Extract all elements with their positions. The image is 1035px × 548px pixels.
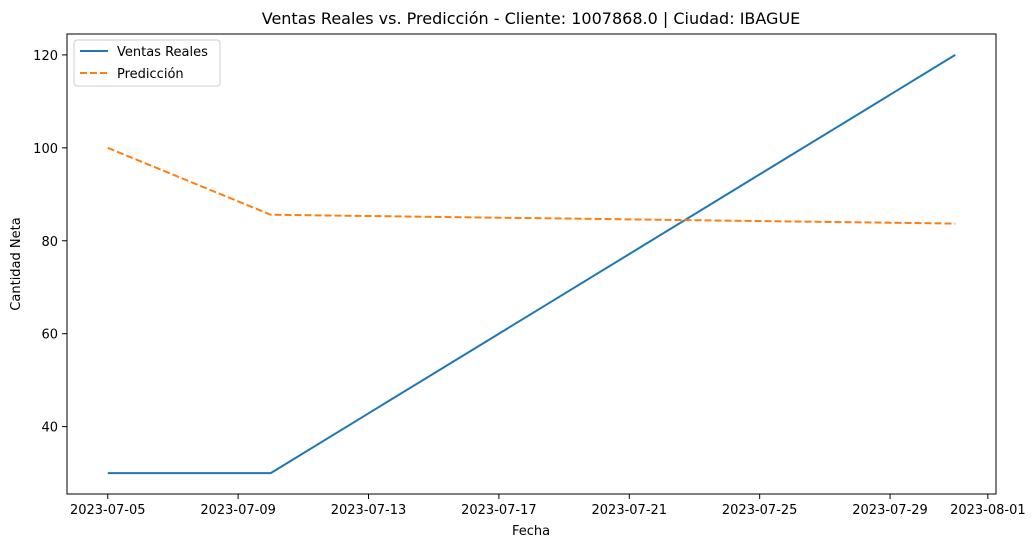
series-line-1	[107, 54, 956, 475]
x-tick-label: 2023-08-01	[950, 503, 1026, 518]
legend-label-1: Ventas Reales	[117, 45, 208, 60]
y-tick-label: 40	[41, 421, 58, 436]
x-tick-label: 2023-07-25	[722, 503, 798, 518]
x-tick-label: 2023-07-17	[461, 503, 537, 518]
plot-area: 2023-07-05 2023-07-09 2023-07-13 2023-07-17…	[33, 33, 1026, 518]
legend-label-2: Predicción	[117, 67, 184, 82]
legend: Ventas Reales Predicción	[73, 39, 221, 87]
y-axis-label: Cantidad Neta	[9, 217, 24, 310]
x-tick-label: 2023-07-21	[592, 503, 668, 518]
series-line-2	[107, 146, 956, 225]
x-tick-label: 2023-07-05	[70, 503, 146, 518]
x-tick-label: 2023-07-29	[852, 503, 928, 518]
legend-box	[73, 39, 221, 87]
y-tick-label: 60	[41, 328, 58, 343]
x-tick-label: 2023-07-09	[200, 503, 276, 518]
chart-title: Ventas Reales vs. Predicción - Cliente: …	[262, 9, 801, 28]
plot-frame	[66, 33, 997, 495]
x-axis-label: Fecha	[512, 524, 550, 539]
y-tick-label: 120	[33, 49, 58, 64]
x-tick-label: 2023-07-13	[331, 503, 407, 518]
y-tick-label: 80	[41, 235, 58, 250]
y-tick-label: 100	[33, 142, 58, 157]
